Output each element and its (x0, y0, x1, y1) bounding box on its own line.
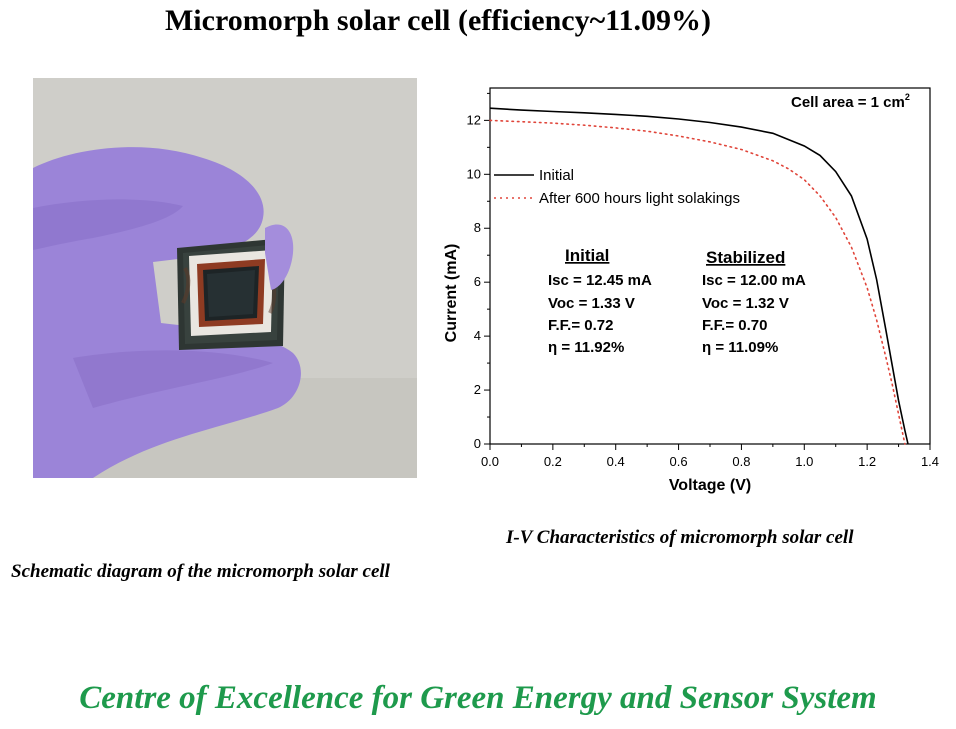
page-title: Micromorph solar cell (efficiency~11.09%… (164, 4, 712, 37)
annotation-initial: Initial Isc = 12.45 mA Voc = 1.33 V F.F.… (548, 246, 652, 356)
annotation-initial-ff: F.F.= 0.72 (548, 317, 613, 334)
x-tick-label: 0.8 (732, 454, 750, 469)
x-tick-label: 0.4 (607, 454, 625, 469)
legend-initial: Initial (539, 167, 574, 184)
annotation-initial-heading: Initial (565, 246, 609, 265)
y-tick-label: 4 (474, 328, 481, 343)
photo-caption: Schematic diagram of the micromorph sola… (11, 561, 390, 582)
iv-chart: 0.0 0.2 0.4 0.6 0.8 1.0 1.2 1.4 0 2 4 6 8 10 12 Cell a… (436, 80, 951, 500)
y-tick-label: 2 (474, 382, 481, 397)
annotation-stabilized-eta: η = 11.09% (702, 339, 778, 356)
annotation-stabilized-ff: F.F.= 0.70 (702, 317, 767, 334)
y-tick-label: 8 (474, 220, 481, 235)
annotation-stabilized-heading: Stabilized (706, 248, 785, 267)
y-tick-label: 10 (467, 166, 481, 181)
solar-cell-photo (33, 78, 417, 478)
x-tick-label: 0.2 (544, 454, 562, 469)
annotation-stabilized-voc: Voc = 1.32 V (702, 295, 789, 312)
series-initial-line (489, 107, 909, 445)
y-axis-label: Current (mA) (443, 244, 460, 343)
y-tick-label: 0 (474, 436, 481, 451)
x-tick-label: 1.2 (858, 454, 876, 469)
footer-title: Centre of Excellence for Green Energy an… (79, 680, 877, 716)
chart-caption: I-V Characteristics of micromorph solar … (506, 527, 854, 548)
y-tick-label: 6 (474, 274, 481, 289)
x-tick-label: 0.6 (670, 454, 688, 469)
series-after-light-soaking-line (489, 119, 906, 445)
annotation-stabilized: Stabilized Isc = 12.00 mA Voc = 1.32 V F… (702, 248, 806, 356)
annotation-initial-voc: Voc = 1.33 V (548, 295, 635, 312)
x-axis-label: Voltage (V) (669, 477, 751, 494)
cell-area-label: Cell area = 1 cm2 (791, 92, 910, 111)
x-tick-label: 1.0 (795, 454, 813, 469)
legend-after-light-soaking: After 600 hours light solakings (539, 190, 740, 207)
annotation-stabilized-isc: Isc = 12.00 mA (702, 272, 806, 289)
x-tick-label: 1.4 (921, 454, 939, 469)
x-tick-label: 0.0 (481, 454, 499, 469)
annotation-initial-isc: Isc = 12.45 mA (548, 272, 652, 289)
legend: Initial After 600 hours light solakings (494, 167, 740, 207)
annotation-initial-eta: η = 11.92% (548, 339, 624, 356)
y-tick-label: 12 (467, 112, 481, 127)
